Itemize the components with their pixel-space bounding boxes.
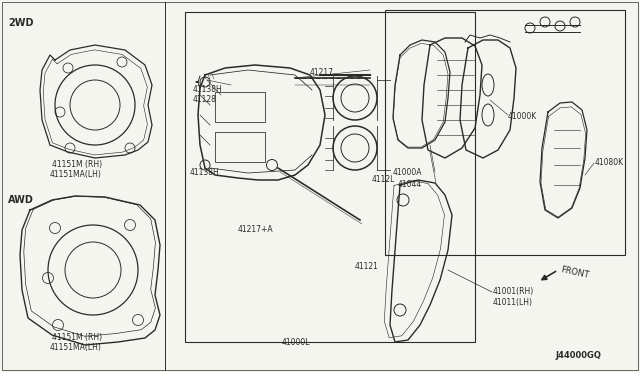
Text: 2WD: 2WD <box>8 18 33 28</box>
Text: 41217: 41217 <box>310 68 334 77</box>
Text: 41080K: 41080K <box>595 158 624 167</box>
Text: FRONT: FRONT <box>560 265 590 280</box>
Text: 41121: 41121 <box>355 262 379 271</box>
Text: 41138H: 41138H <box>193 85 223 94</box>
Bar <box>385 10 625 255</box>
Bar <box>185 12 475 342</box>
Bar <box>215 92 265 122</box>
Text: 41151M (RH): 41151M (RH) <box>52 160 102 169</box>
Text: 41011(LH): 41011(LH) <box>493 298 533 307</box>
Text: 41001(RH): 41001(RH) <box>493 287 534 296</box>
Text: 41138H: 41138H <box>190 168 220 177</box>
Text: 41151MA(LH): 41151MA(LH) <box>50 343 102 352</box>
Text: 41000L: 41000L <box>282 338 310 347</box>
Text: 41151M (RH): 41151M (RH) <box>52 333 102 342</box>
Text: 41128: 41128 <box>193 95 217 104</box>
Text: 41044: 41044 <box>398 180 422 189</box>
Text: 41151MA(LH): 41151MA(LH) <box>50 170 102 179</box>
Text: 41000A: 41000A <box>393 168 422 177</box>
Text: AWD: AWD <box>8 195 34 205</box>
Text: J44000GQ: J44000GQ <box>555 351 601 360</box>
Bar <box>215 132 265 162</box>
Text: 41000K: 41000K <box>508 112 537 121</box>
Text: 41217+A: 41217+A <box>238 225 274 234</box>
Text: 4112L: 4112L <box>372 175 396 184</box>
